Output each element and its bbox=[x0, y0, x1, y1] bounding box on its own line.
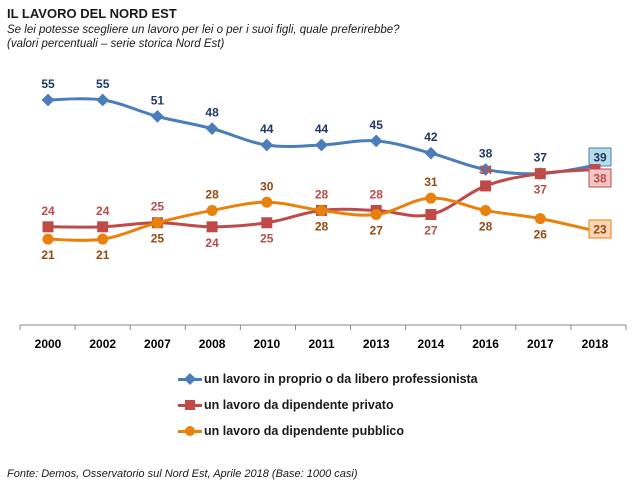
point-marker-pubblico bbox=[151, 217, 163, 229]
series-line-proprio bbox=[46, 97, 597, 176]
legend-label-privato: un lavoro da dipendente privato bbox=[204, 398, 394, 412]
data-label-privato: 28 bbox=[370, 187, 384, 201]
data-label-privato: 28 bbox=[315, 187, 329, 201]
data-label-proprio: 51 bbox=[151, 93, 165, 107]
data-label-proprio: 42 bbox=[424, 130, 438, 144]
x-tick-label: 2013 bbox=[363, 337, 390, 351]
data-label-pubblico: 25 bbox=[151, 232, 165, 246]
legend-swatch-proprio bbox=[178, 372, 202, 386]
final-value-label-privato: 38 bbox=[593, 172, 607, 186]
point-marker-proprio bbox=[424, 146, 438, 160]
data-label-privato: 27 bbox=[424, 224, 438, 238]
data-label-proprio: 44 bbox=[260, 122, 274, 136]
point-marker-proprio bbox=[260, 138, 274, 152]
legend-label-proprio: un lavoro in proprio o da libero profess… bbox=[204, 372, 478, 386]
point-marker-privato bbox=[534, 168, 546, 180]
data-label-pubblico: 28 bbox=[205, 187, 219, 201]
point-marker-privato bbox=[425, 209, 437, 221]
legend-swatch-privato bbox=[178, 398, 202, 412]
x-tick-label: 2016 bbox=[472, 337, 499, 351]
x-tick-label: 2007 bbox=[144, 337, 171, 351]
final-value-label-proprio: 39 bbox=[593, 151, 607, 165]
data-label-pubblico: 21 bbox=[96, 248, 110, 262]
point-marker-proprio bbox=[479, 163, 492, 176]
point-marker-pubblico bbox=[425, 192, 437, 204]
point-marker-pubblico bbox=[534, 213, 546, 225]
data-label-privato: 24 bbox=[41, 204, 55, 218]
point-marker-privato bbox=[261, 217, 273, 229]
point-marker-pubblico bbox=[480, 204, 492, 216]
data-label-privato: 24 bbox=[205, 236, 219, 250]
x-tick-label: 2017 bbox=[527, 337, 554, 351]
data-label-pubblico: 21 bbox=[41, 248, 55, 262]
data-label-pubblico: 26 bbox=[534, 228, 548, 242]
x-tick-label: 2011 bbox=[308, 337, 334, 351]
point-marker-proprio bbox=[205, 122, 219, 136]
data-label-privato: 37 bbox=[534, 183, 548, 197]
point-marker-pubblico bbox=[97, 233, 109, 245]
data-label-proprio: 38 bbox=[479, 147, 493, 161]
chart-subtitle: Se lei potesse scegliere un lavoro per l… bbox=[7, 24, 400, 36]
data-label-pubblico: 28 bbox=[479, 219, 493, 233]
data-label-proprio: 45 bbox=[370, 118, 384, 132]
x-tick-label: 2010 bbox=[253, 337, 280, 351]
data-label-privato: 34 bbox=[479, 163, 493, 177]
data-label-privato: 24 bbox=[96, 204, 110, 218]
data-label-pubblico: 28 bbox=[315, 219, 329, 233]
final-value-box-pubblico bbox=[588, 219, 612, 239]
source-note: Fonte: Demos, Osservatorio sul Nord Est,… bbox=[7, 468, 358, 480]
point-marker-pubblico bbox=[206, 204, 218, 216]
data-label-privato: 25 bbox=[260, 232, 274, 246]
x-tick-label: 2008 bbox=[199, 337, 226, 351]
final-value-label-pubblico: 23 bbox=[593, 223, 607, 237]
point-marker-pubblico bbox=[42, 233, 54, 245]
legend-item-privato: un lavoro da dipendente privato bbox=[178, 392, 478, 418]
data-label-proprio: 48 bbox=[205, 106, 219, 120]
data-label-pubblico: 27 bbox=[370, 224, 384, 238]
point-marker-proprio bbox=[369, 134, 383, 148]
x-tick-label: 2014 bbox=[418, 337, 445, 351]
x-tick-label: 2018 bbox=[582, 337, 609, 351]
point-marker-privato bbox=[206, 221, 218, 233]
point-marker-privato bbox=[42, 221, 54, 233]
point-marker-proprio bbox=[96, 93, 110, 107]
point-marker-proprio bbox=[315, 138, 328, 152]
final-value-box-privato bbox=[588, 168, 612, 188]
legend-label-pubblico: un lavoro da dipendente pubblico bbox=[204, 424, 405, 438]
data-label-pubblico: 30 bbox=[260, 179, 274, 193]
point-marker-proprio bbox=[151, 109, 164, 123]
data-label-proprio: 55 bbox=[96, 77, 110, 91]
legend-swatch-pubblico bbox=[178, 424, 202, 438]
point-marker-privato bbox=[97, 221, 109, 233]
point-marker-pubblico bbox=[316, 204, 327, 216]
data-label-proprio: 44 bbox=[315, 122, 329, 136]
data-label-pubblico: 31 bbox=[424, 175, 438, 189]
legend: un lavoro in proprio o da libero profess… bbox=[178, 366, 478, 444]
point-marker-pubblico bbox=[370, 209, 382, 221]
data-label-proprio: 37 bbox=[534, 151, 548, 165]
data-label-privato: 25 bbox=[151, 200, 165, 214]
point-marker-proprio bbox=[41, 93, 55, 107]
point-marker-pubblico bbox=[261, 196, 273, 208]
legend-item-proprio: un lavoro in proprio o da libero profess… bbox=[178, 366, 478, 392]
x-tick-label: 2002 bbox=[89, 337, 116, 351]
chart-title: IL LAVORO DEL NORD EST bbox=[7, 6, 177, 21]
x-tick-label: 2000 bbox=[35, 337, 62, 351]
point-marker-privato bbox=[480, 180, 492, 192]
chart-note: (valori percentuali – serie storica Nord… bbox=[7, 38, 225, 50]
data-label-proprio: 55 bbox=[41, 77, 55, 91]
legend-item-pubblico: un lavoro da dipendente pubblico bbox=[178, 418, 478, 444]
